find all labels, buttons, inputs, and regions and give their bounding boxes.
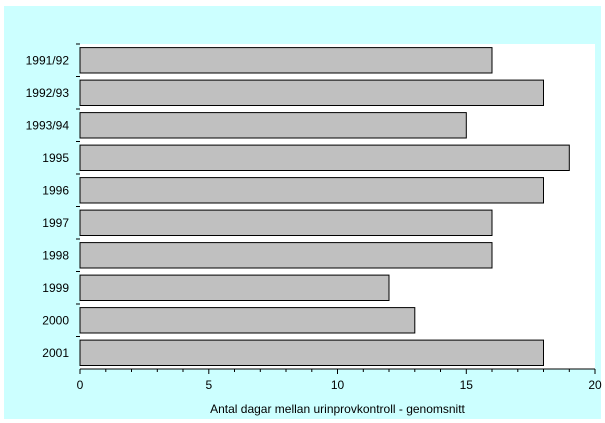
bar-1996 (79, 177, 544, 204)
category-label-1998: 1998 (42, 248, 69, 262)
category-label-1993-94: 1993/94 (26, 118, 70, 132)
bar-1991-92 (79, 47, 493, 74)
category-label-1991-92: 1991/92 (26, 53, 70, 67)
x-tick-label-5: 5 (205, 378, 212, 392)
category-label-2001: 2001 (42, 346, 69, 360)
category-label-1996: 1996 (42, 183, 69, 197)
x-tick-label-20: 20 (588, 378, 602, 392)
x-tick-label-10: 10 (331, 378, 345, 392)
x-axis-ticks (79, 369, 596, 374)
bar-1999 (79, 274, 390, 302)
category-label-1997: 1997 (42, 216, 69, 230)
x-axis-tick-labels: 0 5 10 15 20 (77, 378, 602, 392)
bar-1995 (79, 144, 570, 172)
category-label-1999: 1999 (42, 281, 69, 295)
x-axis-title: Antal dagar mellan urinprovkontroll - ge… (210, 402, 465, 416)
bar-1998 (79, 242, 493, 269)
bar-1993-94 (79, 112, 467, 139)
bar-1992-93 (79, 79, 544, 106)
x-tick-label-15: 15 (460, 378, 474, 392)
category-labels: 1991/92 1992/93 1993/94 1995 1996 1997 1998 199… (26, 43, 80, 360)
bar-2001 (79, 339, 544, 367)
x-tick-label-0: 0 (77, 378, 84, 392)
bar-1997 (79, 209, 493, 237)
bar-2000 (79, 307, 416, 334)
category-label-1995: 1995 (42, 151, 69, 165)
category-label-2000: 2000 (42, 313, 69, 327)
category-label-1992-93: 1992/93 (26, 86, 70, 100)
bars (79, 47, 570, 367)
